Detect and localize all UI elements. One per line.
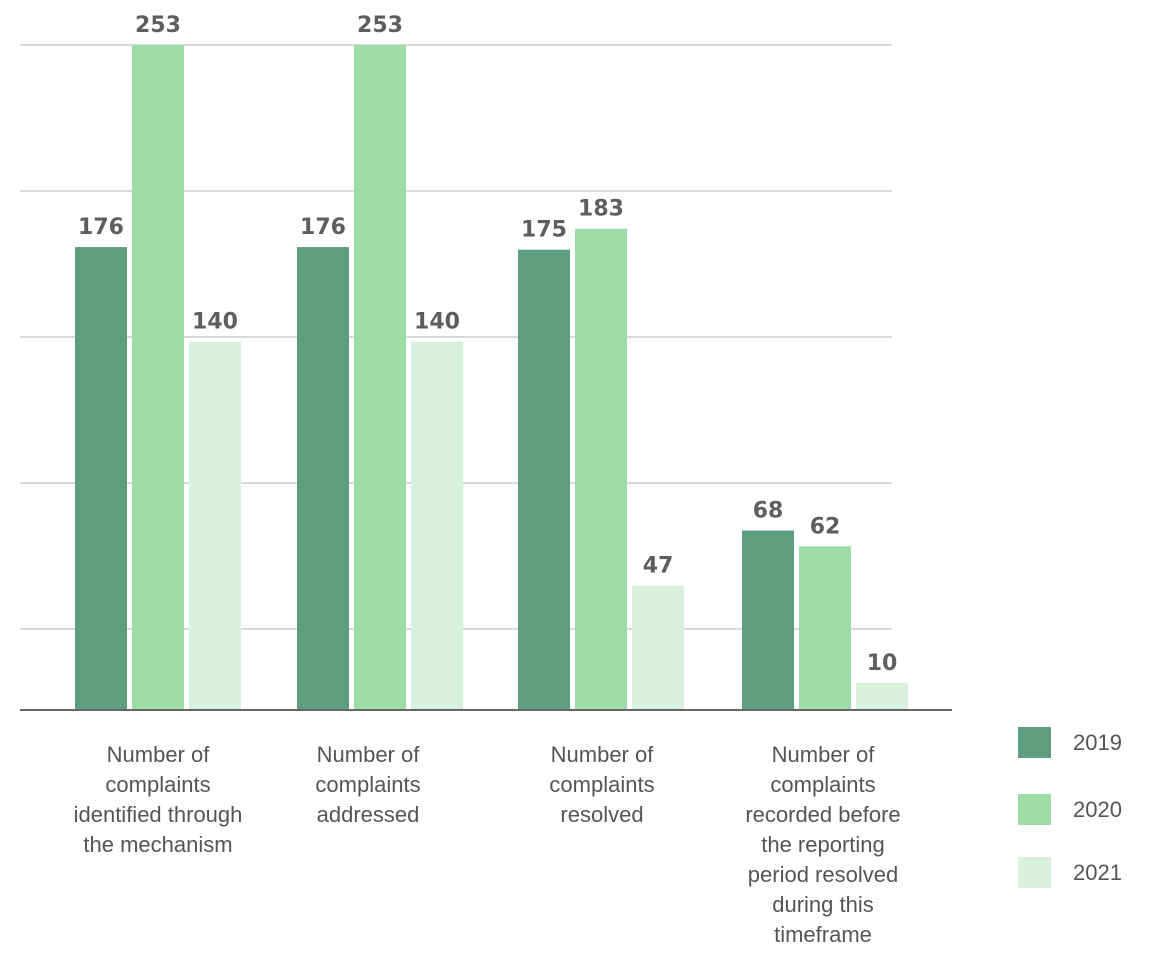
value-label-2019-0: 176 [78,215,124,240]
value-label-2021-3: 10 [867,651,898,676]
bars [75,45,908,710]
bar-2021-3 [856,682,908,709]
legend-swatch-2021 [1018,857,1051,888]
value-label-2019-3: 68 [753,499,784,524]
bar-2020-3 [799,546,851,709]
legend-item-2019: 2019 [1018,727,1122,758]
category-label-2: Number of complaints resolved [549,742,654,827]
legend-label-2021: 2021 [1073,860,1122,885]
category-label-0: Number of complaints identified through the… [74,742,243,857]
legend-item-2020: 2020 [1018,794,1122,825]
bar-2019-3 [742,530,794,709]
legend-swatch-2020 [1018,794,1051,825]
value-labels: 176 176 175 68 253 253 183 62 140 140 47 10 [78,13,897,676]
legend: 2019 2020 2021 [1018,727,1122,888]
bar-2019-0 [75,247,127,709]
category-labels: Number of complaints identified through the… [74,742,901,947]
bar-2021-2 [632,585,684,709]
bar-2019-1 [297,247,349,709]
value-label-2020-1: 253 [357,13,403,38]
bar-2021-1 [411,341,463,709]
legend-label-2020: 2020 [1073,797,1122,822]
category-label-1: Number of complaints addressed [315,742,420,827]
value-label-2021-0: 140 [192,310,238,335]
bar-2019-2 [518,249,570,709]
legend-label-2019: 2019 [1073,730,1122,755]
bar-2020-0 [132,45,184,709]
value-label-2021-2: 47 [643,554,674,579]
bar-2020-2 [575,228,627,710]
bar-2021-0 [189,341,241,709]
legend-swatch-2019 [1018,727,1051,758]
value-label-2019-1: 176 [300,215,346,240]
bar-2020-1 [354,45,406,709]
value-label-2021-1: 140 [414,310,460,335]
value-label-2020-2: 183 [578,197,624,222]
value-label-2020-3: 62 [810,514,841,539]
legend-item-2021: 2021 [1018,857,1122,888]
value-label-2020-0: 253 [135,13,181,38]
value-label-2019-2: 175 [521,218,567,243]
category-label-3: Number of complaints recorded before the re… [745,742,900,947]
